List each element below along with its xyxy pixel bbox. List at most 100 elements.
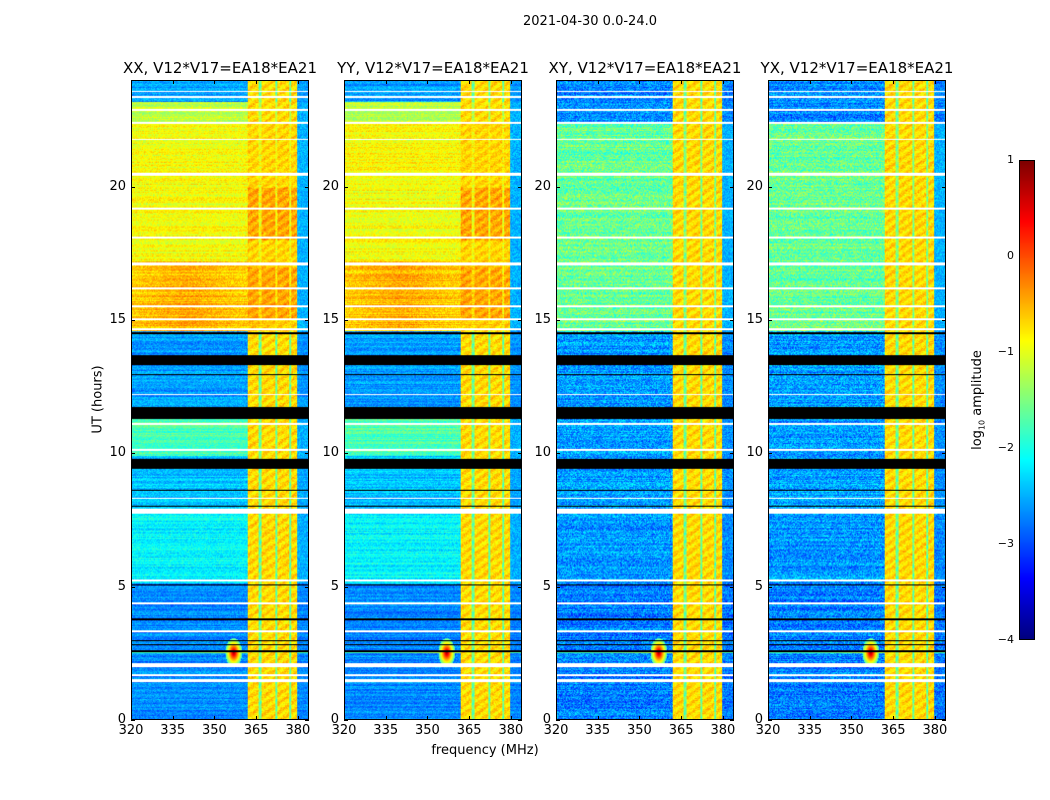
y-tick-mark — [942, 720, 946, 721]
x-tick-mark — [597, 80, 599, 84]
x-tick-label: 380 — [922, 723, 948, 738]
x-tick-label: 335 — [797, 723, 823, 738]
x-tick-mark — [934, 80, 936, 84]
y-tick-label: 10 — [109, 445, 126, 461]
y-tick-mark — [131, 453, 135, 455]
y-tick-label: 5 — [330, 578, 339, 594]
y-tick-mark — [518, 720, 522, 721]
x-tick-mark — [934, 716, 936, 720]
x-tick-label: 320 — [118, 723, 144, 738]
y-tick-mark — [556, 186, 560, 188]
y-tick-label: 15 — [109, 312, 126, 327]
y-tick-mark — [768, 586, 772, 588]
x-tick-label: 320 — [331, 723, 357, 738]
x-tick-mark — [722, 716, 724, 720]
x-tick-mark — [510, 716, 512, 720]
y-tick-mark — [305, 186, 309, 188]
spectrogram-xy — [556, 80, 734, 720]
y-tick-mark — [768, 320, 772, 321]
x-tick-mark — [768, 80, 769, 84]
x-tick-mark — [809, 80, 811, 84]
y-axis-label: UT (hours) — [90, 365, 106, 434]
y-tick-mark — [730, 586, 734, 588]
y-tick-mark — [942, 186, 946, 188]
colorbar-label-rest: amplitude — [970, 350, 985, 420]
x-tick-mark — [256, 716, 258, 720]
y-tick-label: 0 — [754, 712, 763, 727]
figure-title: 2021-04-30 0.0-24.0 — [523, 14, 657, 29]
spectrogram-yy — [344, 80, 522, 720]
y-tick-label: 20 — [322, 178, 339, 194]
x-tick-mark — [131, 80, 132, 84]
x-tick-mark — [768, 716, 769, 720]
x-tick-mark — [639, 716, 641, 720]
panel-title-yy: YY, V12*V17=EA18*EA21 — [337, 59, 529, 77]
y-tick-mark — [344, 453, 348, 455]
y-tick-label: 15 — [534, 312, 551, 327]
panel-title-xx: XX, V12*V17=EA18*EA21 — [122, 59, 317, 77]
y-tick-mark — [518, 320, 522, 321]
x-tick-mark — [427, 80, 429, 84]
x-tick-label: 365 — [243, 723, 269, 738]
x-tick-mark — [172, 80, 174, 84]
colorbar-label: log10 amplitude — [970, 335, 990, 465]
y-tick-mark — [768, 453, 772, 455]
x-tick-label: 365 — [456, 723, 482, 738]
y-tick-mark — [556, 720, 560, 721]
y-tick-mark — [131, 586, 135, 588]
y-tick-mark — [131, 720, 135, 721]
x-tick-mark — [297, 716, 299, 720]
x-tick-mark — [681, 80, 683, 84]
colorbar — [1019, 160, 1035, 640]
y-tick-mark — [518, 586, 522, 588]
y-tick-label: 5 — [754, 578, 763, 594]
x-tick-label: 335 — [585, 723, 611, 738]
x-tick-mark — [469, 80, 471, 84]
x-tick-mark — [297, 80, 299, 84]
y-tick-label: 0 — [117, 712, 126, 727]
x-tick-label: 320 — [755, 723, 781, 738]
y-tick-mark — [344, 320, 348, 321]
y-tick-mark — [305, 320, 309, 321]
colorbar-tick-label: −3 — [997, 537, 1014, 550]
y-tick-mark — [305, 720, 309, 721]
colorbar-tick-label: −1 — [997, 345, 1014, 358]
x-tick-label: 380 — [498, 723, 524, 738]
y-tick-mark — [305, 586, 309, 588]
y-tick-mark — [556, 586, 560, 588]
colorbar-tick-label: 1 — [1007, 153, 1014, 166]
y-tick-mark — [768, 186, 772, 188]
y-tick-label: 20 — [746, 178, 763, 194]
colorbar-tick-label: −2 — [997, 441, 1014, 454]
x-tick-label: 320 — [543, 723, 569, 738]
x-tick-mark — [681, 716, 683, 720]
x-tick-mark — [385, 716, 387, 720]
x-tick-label: 380 — [285, 723, 311, 738]
x-tick-label: 335 — [373, 723, 399, 738]
y-tick-mark — [942, 453, 946, 455]
spectrogram-yx — [768, 80, 946, 720]
x-tick-label: 365 — [880, 723, 906, 738]
x-tick-mark — [597, 716, 599, 720]
y-tick-mark — [730, 453, 734, 455]
x-tick-label: 335 — [160, 723, 186, 738]
colorbar-label-sub: 10 — [977, 419, 987, 431]
colorbar-tick-label: 0 — [1007, 249, 1014, 262]
y-tick-mark — [556, 453, 560, 455]
x-tick-label: 365 — [668, 723, 694, 738]
x-tick-mark — [893, 80, 895, 84]
colorbar-tick-label: −4 — [997, 633, 1014, 646]
y-tick-mark — [131, 320, 135, 321]
x-tick-mark — [344, 80, 345, 84]
x-tick-mark — [427, 716, 429, 720]
x-tick-mark — [556, 716, 557, 720]
y-tick-label: 10 — [534, 445, 551, 461]
y-tick-label: 10 — [746, 445, 763, 461]
x-tick-mark — [722, 80, 724, 84]
y-tick-label: 5 — [542, 578, 551, 594]
y-tick-label: 15 — [322, 312, 339, 327]
colorbar-label-main: log — [970, 430, 985, 450]
x-tick-mark — [510, 80, 512, 84]
y-tick-label: 0 — [542, 712, 551, 727]
x-axis-label: frequency (MHz) — [431, 743, 539, 758]
